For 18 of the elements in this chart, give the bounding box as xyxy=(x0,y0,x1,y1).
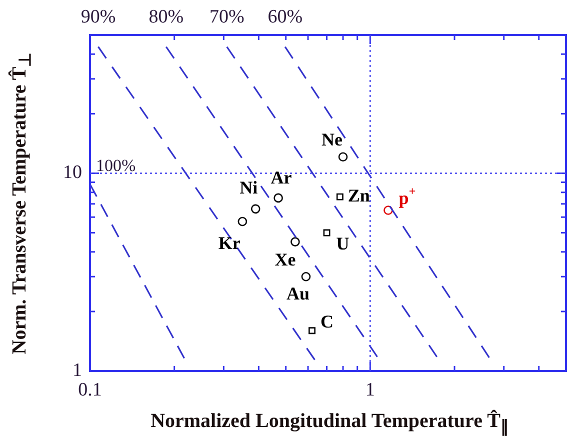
series-label: Xe xyxy=(274,249,296,270)
series-label: Au xyxy=(286,283,310,304)
series-label: Ni xyxy=(240,178,258,198)
x-axis-title: Normalized Longitudinal Temperature T̂$_{∥}$ xyxy=(150,410,510,437)
series-label: 90% xyxy=(80,6,116,28)
series-label: Ne xyxy=(322,130,343,150)
x-tick-label: 0.1 xyxy=(78,379,102,400)
series-label: 80% xyxy=(148,6,184,28)
series-label: U xyxy=(336,233,350,254)
series-label: Ar xyxy=(270,168,292,188)
y-tick-label: 10 xyxy=(63,162,82,184)
series-label: Zn xyxy=(348,185,370,206)
series-label: Kr xyxy=(218,233,240,254)
series-label: C xyxy=(320,311,334,332)
series-label: 70% xyxy=(209,6,244,28)
series-label: p+ xyxy=(398,184,416,208)
annotation: 100% xyxy=(96,156,136,175)
series-label: 60% xyxy=(268,6,303,28)
